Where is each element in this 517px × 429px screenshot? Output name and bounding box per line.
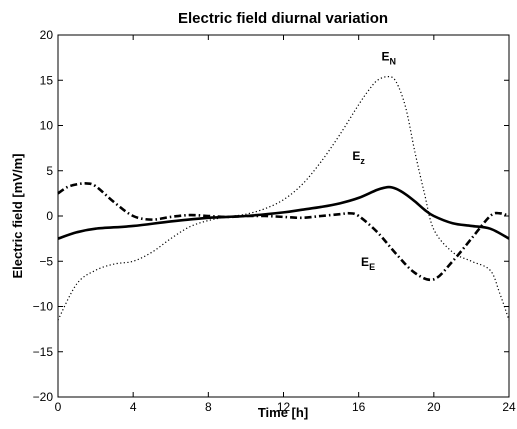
series-label-base: E xyxy=(361,255,369,269)
x-tick-label: 16 xyxy=(352,400,366,414)
y-tick-label: 10 xyxy=(40,119,54,133)
series-line-e-e xyxy=(57,182,510,282)
series-line-e-n xyxy=(57,76,510,321)
series-lines xyxy=(57,76,510,321)
x-tick-label: 24 xyxy=(502,400,516,414)
y-tick-label: −10 xyxy=(33,300,54,314)
y-tick-label: −5 xyxy=(39,254,53,268)
y-tick-label: −15 xyxy=(33,345,54,359)
series-line-e-z xyxy=(57,185,510,240)
y-tick-label: 20 xyxy=(40,28,54,42)
series-label-subscript: z xyxy=(360,156,365,166)
series-label: EE xyxy=(361,255,375,272)
series-label-subscript: E xyxy=(369,262,375,272)
x-tick-label: 0 xyxy=(55,400,62,414)
y-tick-label: 15 xyxy=(40,73,54,87)
series-label-base: E xyxy=(381,49,389,63)
chart-title: Electric field diurnal variation xyxy=(178,10,388,27)
series-label: EN xyxy=(381,49,396,66)
x-tick-label: 4 xyxy=(130,400,137,414)
x-tick-label: 20 xyxy=(427,400,441,414)
series-label-subscript: N xyxy=(389,56,396,66)
x-axis-label: Time [h] xyxy=(258,405,308,420)
y-tick-label: −20 xyxy=(33,390,54,404)
y-axis-label: Electric field [mV/m] xyxy=(10,154,25,279)
plot-frame xyxy=(57,34,510,398)
x-tick-label: 8 xyxy=(205,400,212,414)
y-tick-label: 0 xyxy=(46,209,53,223)
plot-area xyxy=(58,35,509,397)
series-label-base: E xyxy=(352,149,360,163)
x-tick-label: 12 xyxy=(277,400,291,414)
y-tick-label: 5 xyxy=(46,164,53,178)
series-label: Ez xyxy=(352,149,365,166)
